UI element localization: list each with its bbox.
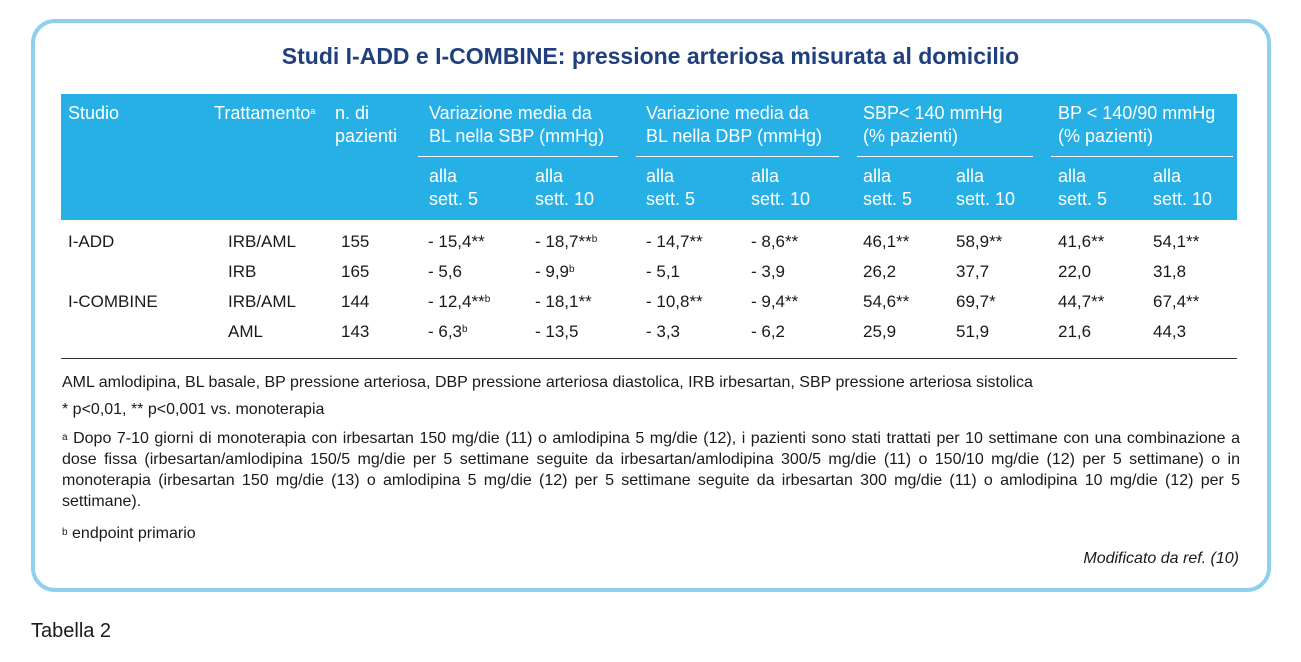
- row-treatment: AML: [228, 322, 263, 341]
- header-group-sbp140-line1: SBP< 140 mmHg: [863, 103, 1003, 123]
- row-treatment: IRB: [228, 262, 257, 281]
- subheader-sbp140-week5: alla sett. 5: [863, 166, 913, 209]
- row-value: 21,6: [1058, 322, 1092, 341]
- header-group-sbp-line1: Variazione media da: [429, 103, 592, 123]
- header-divider: [636, 156, 839, 157]
- row-value: 22,0: [1058, 262, 1092, 281]
- row-value: 58,9**: [956, 232, 1003, 251]
- row-value: - 8,6**: [751, 232, 799, 251]
- row-value: - 10,8**: [646, 292, 703, 311]
- row-n-patients: 144: [341, 292, 370, 311]
- row-value: - 18,7**b: [535, 232, 598, 251]
- row-value: - 9,9b: [535, 262, 575, 281]
- row-value: 44,7**: [1058, 292, 1105, 311]
- table-caption: Tabella 2: [31, 620, 112, 642]
- row-value: 41,6**: [1058, 232, 1105, 251]
- header-trattamento: Trattamentoa: [214, 103, 316, 123]
- subheader-dbp-week10: alla sett. 10: [751, 166, 811, 209]
- table-header: Studio Trattamentoa n. di pazienti Varia…: [61, 94, 1237, 220]
- note-b: b endpoint primario: [62, 525, 196, 542]
- row-treatment: IRB/AML: [228, 232, 297, 251]
- source-credit: Modificato da ref. (10): [1083, 550, 1239, 567]
- subheader-bp140-week5: alla sett. 5: [1058, 166, 1108, 209]
- row-value: 69,7*: [956, 292, 996, 311]
- subheader-bp140-week10: alla sett. 10: [1153, 166, 1213, 209]
- table-title: Studi I-ADD e I-COMBINE: pressione arter…: [281, 43, 1020, 69]
- row-value: - 18,1**: [535, 292, 592, 311]
- note-significance: * p<0,01, ** p<0,001 vs. monoterapia: [62, 401, 325, 418]
- header-group-sbp-line2: BL nella SBP (mmHg): [429, 126, 605, 146]
- row-study: I-COMBINE: [68, 292, 158, 311]
- row-value: 44,3: [1153, 322, 1187, 341]
- row-value: - 6,3b: [428, 322, 468, 341]
- header-group-bp140-line2: (% pazienti): [1058, 126, 1154, 146]
- row-value: 26,2: [863, 262, 897, 281]
- row-value: - 12,4**b: [428, 292, 491, 311]
- row-value: 54,1**: [1153, 232, 1200, 251]
- table-divider: [61, 358, 1237, 359]
- subheader-dbp-week5: alla sett. 5: [646, 166, 696, 209]
- note-a: a Dopo 7-10 giorni di monoterapia con ir…: [62, 430, 1240, 510]
- row-n-patients: 165: [341, 262, 370, 281]
- header-group-dbp-line1: Variazione media da: [646, 103, 809, 123]
- row-study: I-ADD: [68, 232, 115, 251]
- row-value: - 14,7**: [646, 232, 703, 251]
- subheader-sbp-week5: alla sett. 5: [429, 166, 479, 209]
- row-value: - 6,2: [751, 322, 786, 341]
- row-value: - 9,4**: [751, 292, 799, 311]
- header-divider: [1051, 156, 1233, 157]
- row-value: 31,8: [1153, 262, 1187, 281]
- header-n-line2: pazienti: [335, 126, 398, 146]
- row-value: 67,4**: [1153, 292, 1200, 311]
- note-abbreviations: AML amlodipina, BL basale, BP pressione …: [62, 374, 1033, 391]
- subheader-sbp140-week10: alla sett. 10: [956, 166, 1016, 209]
- row-value: 46,1**: [863, 232, 910, 251]
- header-divider: [418, 156, 618, 157]
- subheader-sbp-week10: alla sett. 10: [535, 166, 595, 209]
- row-treatment: IRB/AML: [228, 292, 297, 311]
- row-value: - 3,9: [751, 262, 786, 281]
- row-value: 25,9: [863, 322, 897, 341]
- row-value: 37,7: [956, 262, 990, 281]
- row-value: - 5,1: [646, 262, 681, 281]
- header-studio: Studio: [68, 103, 120, 123]
- header-group-bp140-line1: BP < 140/90 mmHg: [1058, 103, 1216, 123]
- row-value: - 5,6: [428, 262, 463, 281]
- header-n-line1: n. di: [335, 103, 370, 123]
- row-value: 54,6**: [863, 292, 910, 311]
- row-n-patients: 155: [341, 232, 370, 251]
- header-group-sbp140-line2: (% pazienti): [863, 126, 959, 146]
- row-value: - 15,4**: [428, 232, 485, 251]
- row-value: - 3,3: [646, 322, 681, 341]
- row-value: - 13,5: [535, 322, 579, 341]
- header-divider: [857, 156, 1033, 157]
- row-value: 51,9: [956, 322, 990, 341]
- header-group-dbp-line2: BL nella DBP (mmHg): [646, 126, 823, 146]
- row-n-patients: 143: [341, 322, 370, 341]
